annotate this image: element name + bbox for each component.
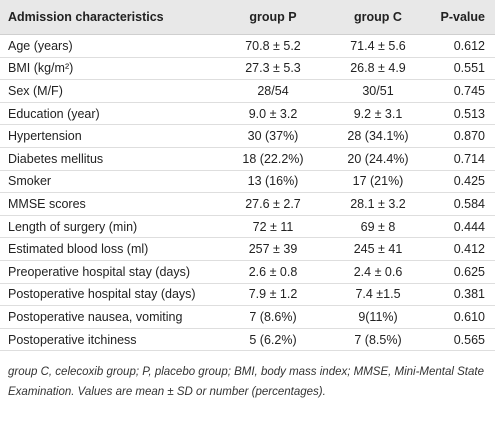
table-cell: Preoperative hospital stay (days) (0, 260, 223, 284)
table-cell: 0.610 (433, 305, 495, 329)
table-cell: 0.551 (433, 57, 495, 81)
table-cell: 13 (16%) (223, 170, 323, 194)
table-cell: Postoperative itchiness (0, 328, 223, 352)
table-cell: 0.714 (433, 147, 495, 171)
table-body: Age (years) 70.8 ± 5.2 71.4 ± 5.6 0.612 BMI … (0, 34, 495, 352)
header-row: Admission characteristics group P group … (0, 0, 495, 35)
table-row: Diabetes mellitus 18 (22.2%) 20 (24.4%) 0.7… (0, 147, 495, 171)
table-row: Postoperative hospital stay (days) 7.9 ± … (0, 283, 495, 307)
table-cell: 7 (8.5%) (323, 328, 433, 352)
table-cell: Length of surgery (min) (0, 215, 223, 239)
table-cell: 27.6 ± 2.7 (223, 192, 323, 216)
table-cell: Hypertension (0, 124, 223, 148)
table-cell: 27.3 ± 5.3 (223, 57, 323, 81)
table-cell: 0.425 (433, 170, 495, 194)
table-cell: Postoperative hospital stay (days) (0, 283, 223, 307)
table-cell: 9.0 ± 3.2 (223, 102, 323, 126)
table-cell: 18 (22.2%) (223, 147, 323, 171)
table-cell: 0.444 (433, 215, 495, 239)
table-cell: 2.6 ± 0.8 (223, 260, 323, 284)
table-row: Estimated blood loss (ml) 257 ± 39 245 ± 4… (0, 237, 495, 261)
table-row: BMI (kg/m²) 27.3 ± 5.3 26.8 ± 4.9 0.551 (0, 57, 495, 81)
table-cell: 0.565 (433, 328, 495, 352)
table-cell: 9.2 ± 3.1 (323, 102, 433, 126)
table-cell: 17 (21%) (323, 170, 433, 194)
table-cell: 245 ± 41 (323, 237, 433, 261)
table-cell: 72 ± 11 (223, 215, 323, 239)
table-cell: Age (years) (0, 34, 223, 58)
table-cell: 9(11%) (323, 305, 433, 329)
header-cell: group P (223, 0, 323, 35)
table-cell: 0.612 (433, 34, 495, 58)
table-row: MMSE scores 27.6 ± 2.7 28.1 ± 3.2 0.584 (0, 192, 495, 216)
table-cell: 28 (34.1%) (323, 124, 433, 148)
table-row: Sex (M/F) 28/54 30/51 0.745 (0, 79, 495, 103)
table-row: Length of surgery (min) 72 ± 11 69 ± 8 0.44… (0, 215, 495, 239)
table-row: Postoperative nausea, vomiting 7 (8.6%) 9(… (0, 305, 495, 329)
table-cell: 7 (8.6%) (223, 305, 323, 329)
table-cell: 30/51 (323, 79, 433, 103)
table-cell: 0.584 (433, 192, 495, 216)
table-cell: 28.1 ± 3.2 (323, 192, 433, 216)
header-cell: Admission characteristics (0, 0, 223, 35)
table-cell: 26.8 ± 4.9 (323, 57, 433, 81)
table-row: Preoperative hospital stay (days) 2.6 ± 0… (0, 260, 495, 284)
table-cell: Smoker (0, 170, 223, 194)
table-cell: 0.412 (433, 237, 495, 261)
table-row: Postoperative itchiness 5 (6.2%) 7 (8.5%) 0… (0, 328, 495, 352)
table-row: Education (year) 9.0 ± 3.2 9.2 ± 3.1 0.513 (0, 102, 495, 126)
table-cell: 5 (6.2%) (223, 328, 323, 352)
table-cell: 7.4 ±1.5 (323, 283, 433, 307)
table-cell: 70.8 ± 5.2 (223, 34, 323, 58)
table-cell: 0.745 (433, 79, 495, 103)
table-cell: 7.9 ± 1.2 (223, 283, 323, 307)
table-cell: MMSE scores (0, 192, 223, 216)
table-row: Smoker 13 (16%) 17 (21%) 0.425 (0, 170, 495, 194)
table-cell: 20 (24.4%) (323, 147, 433, 171)
table-cell: Postoperative nausea, vomiting (0, 305, 223, 329)
footnote: group C, celecoxib group; P, placebo gro… (8, 366, 484, 398)
table-cell: 71.4 ± 5.6 (323, 34, 433, 58)
table-cell: 28/54 (223, 79, 323, 103)
table-cell: 0.625 (433, 260, 495, 284)
table-cell: 0.870 (433, 124, 495, 148)
table-cell: Education (year) (0, 102, 223, 126)
header-cell: P-value (433, 0, 495, 35)
table-cell: Estimated blood loss (ml) (0, 237, 223, 261)
table-row: Hypertension 30 (37%) 28 (34.1%) 0.870 (0, 124, 495, 148)
table-row: Age (years) 70.8 ± 5.2 71.4 ± 5.6 0.612 (0, 34, 495, 58)
table-cell: BMI (kg/m²) (0, 57, 223, 81)
data-table: Admission characteristics group P group … (0, 0, 495, 352)
table-cell: Diabetes mellitus (0, 147, 223, 171)
table-cell: 69 ± 8 (323, 215, 433, 239)
table-cell: Sex (M/F) (0, 79, 223, 103)
table-cell: 2.4 ± 0.6 (323, 260, 433, 284)
table-cell: 257 ± 39 (223, 237, 323, 261)
table-cell: 0.513 (433, 102, 495, 126)
table-cell: 30 (37%) (223, 124, 323, 148)
header-cell: group C (323, 0, 433, 35)
table-cell: 0.381 (433, 283, 495, 307)
